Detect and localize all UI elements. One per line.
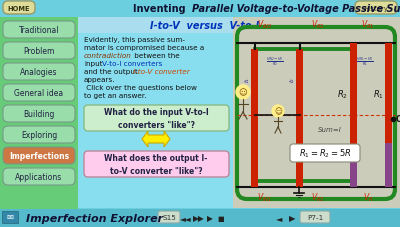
- Circle shape: [236, 86, 250, 100]
- Text: ■: ■: [218, 215, 224, 221]
- Text: ▶: ▶: [289, 214, 295, 222]
- Circle shape: [272, 106, 284, 118]
- Text: What do the input V-to-I
converters "like"?: What do the input V-to-I converters "lik…: [104, 108, 208, 129]
- FancyBboxPatch shape: [158, 211, 180, 223]
- FancyBboxPatch shape: [3, 168, 75, 185]
- Text: Problem: Problem: [23, 47, 55, 56]
- Text: General idea: General idea: [14, 89, 64, 98]
- Text: OUT: OUT: [396, 115, 400, 124]
- Text: $R_1$: $R_1$: [372, 88, 384, 101]
- Text: What does the output I-
to-V converter "like"?: What does the output I- to-V converter "…: [104, 154, 208, 175]
- Text: Inventing: Inventing: [133, 5, 192, 15]
- FancyBboxPatch shape: [3, 22, 75, 39]
- Text: mator is compromised because a: mator is compromised because a: [84, 45, 204, 51]
- Text: V-to-I converters: V-to-I converters: [102, 61, 162, 67]
- Text: Imperfection Explorer: Imperfection Explorer: [26, 213, 164, 223]
- FancyBboxPatch shape: [3, 85, 75, 101]
- Text: Parallel Voltage-to-Voltage Passive Summer: Parallel Voltage-to-Voltage Passive Summ…: [192, 5, 400, 15]
- Text: contradiction: contradiction: [84, 53, 132, 59]
- Text: Traditional: Traditional: [19, 26, 59, 35]
- Bar: [296, 50, 303, 187]
- FancyBboxPatch shape: [3, 126, 75, 143]
- Text: ☺: ☺: [239, 88, 247, 97]
- Text: S15: S15: [162, 214, 176, 220]
- FancyBboxPatch shape: [84, 151, 229, 177]
- Text: $V_{R2}$: $V_{R2}$: [311, 19, 325, 31]
- Bar: [350, 44, 357, 187]
- Text: Imperfections: Imperfections: [9, 151, 69, 160]
- Text: $I_1$: $I_1$: [244, 76, 252, 83]
- FancyBboxPatch shape: [3, 2, 35, 15]
- Text: appears.: appears.: [84, 77, 116, 83]
- Text: P7-1: P7-1: [307, 214, 323, 220]
- Text: to get an answer.: to get an answer.: [84, 93, 146, 99]
- FancyBboxPatch shape: [355, 2, 397, 15]
- Bar: [0, 209, 400, 227]
- FancyBboxPatch shape: [3, 147, 75, 164]
- Text: input: input: [84, 61, 103, 67]
- Text: Click over the questions below: Click over the questions below: [84, 85, 197, 91]
- Bar: [233, 18, 400, 208]
- Text: HOME: HOME: [8, 6, 30, 12]
- Text: ▶▶: ▶▶: [193, 214, 205, 222]
- Text: ✉: ✉: [6, 212, 14, 222]
- Text: between the: between the: [132, 53, 180, 59]
- Bar: [385, 44, 392, 143]
- Text: ▶: ▶: [207, 214, 213, 222]
- Bar: [2, 211, 18, 223]
- Text: Applications: Applications: [15, 172, 63, 181]
- Bar: [78, 18, 400, 34]
- Text: Evidently, this passive sum-: Evidently, this passive sum-: [84, 37, 185, 43]
- Text: $V_{R2}$: $V_{R2}$: [311, 191, 325, 203]
- FancyBboxPatch shape: [3, 64, 75, 81]
- Bar: [78, 34, 233, 208]
- Text: Analogies: Analogies: [20, 68, 58, 77]
- Text: Exploring: Exploring: [21, 131, 57, 139]
- Text: ◄◄: ◄◄: [180, 214, 192, 222]
- Text: I-to-V  versus  V-to-I: I-to-V versus V-to-I: [150, 21, 260, 31]
- Text: $\frac{V_{IN2}-V_R}{R_2}$: $\frac{V_{IN2}-V_R}{R_2}$: [266, 55, 284, 68]
- Bar: [0, 0, 400, 18]
- Text: History: History: [364, 6, 388, 12]
- Text: $V_{IN2}$: $V_{IN2}$: [257, 19, 273, 31]
- Text: $R_1=R_2=5R$: $R_1=R_2=5R$: [299, 147, 351, 160]
- Text: $R_2$: $R_2$: [336, 88, 348, 101]
- Bar: [385, 143, 392, 187]
- Bar: [0, 18, 78, 210]
- Text: $\frac{V_{IN1}-V_R}{R_1}$: $\frac{V_{IN1}-V_R}{R_1}$: [356, 55, 374, 68]
- Text: Building: Building: [23, 109, 55, 118]
- FancyBboxPatch shape: [84, 106, 229, 131]
- Text: I-to-V converter: I-to-V converter: [133, 69, 190, 75]
- Text: $V_{IN1}$: $V_{IN1}$: [257, 191, 273, 203]
- Text: ◄: ◄: [276, 214, 282, 222]
- FancyBboxPatch shape: [290, 144, 360, 162]
- Bar: [251, 50, 258, 187]
- Polygon shape: [142, 131, 170, 147]
- Text: and the output: and the output: [84, 69, 138, 75]
- Text: $I_2$: $I_2$: [288, 76, 298, 83]
- Text: $V_R$: $V_R$: [363, 191, 373, 203]
- Bar: [350, 159, 357, 187]
- FancyBboxPatch shape: [3, 43, 75, 60]
- FancyBboxPatch shape: [3, 106, 75, 122]
- Text: $V_{R1}$: $V_{R1}$: [361, 19, 375, 31]
- Text: ☺: ☺: [274, 107, 282, 116]
- Text: Sum=I: Sum=I: [318, 126, 342, 132]
- FancyBboxPatch shape: [300, 211, 330, 223]
